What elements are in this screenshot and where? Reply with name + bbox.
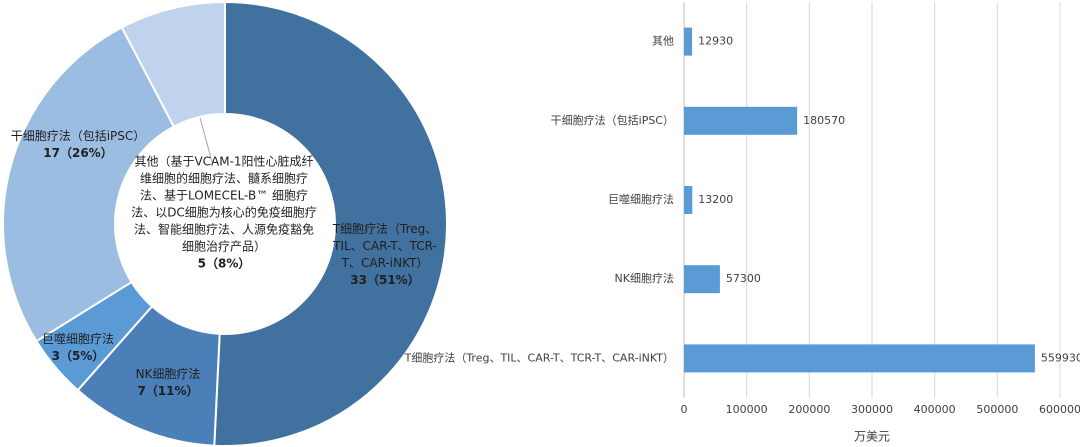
slice-category: 其他（基于VCAM-1阳性心脏成纤维细胞的细胞疗法、髓系细胞疗法、基于LOMEC…: [131, 154, 317, 254]
x-tick-label: 0: [681, 403, 688, 416]
slice-category: 干细胞疗法（包括iPSC）: [10, 129, 146, 143]
slice-value: 33（51%）: [350, 273, 420, 287]
x-tick-label: 400000: [914, 403, 956, 416]
slice-label: 其他（基于VCAM-1阳性心脏成纤维细胞的细胞疗法、髓系细胞疗法、基于LOMEC…: [129, 154, 319, 273]
y-tick-label: T细胞疗法（Treg、TIL、CAR-T、TCR-T、CAR-iNKT）: [404, 350, 674, 364]
bar: [684, 344, 1035, 373]
slice-label: 巨噬细胞疗法 3（5%）: [33, 331, 123, 365]
donut-slice: [213, 0, 448, 447]
x-tick-label: 200000: [788, 403, 830, 416]
bar-value-label: 57300: [726, 272, 761, 285]
bar: [684, 186, 693, 214]
bar: [684, 265, 720, 294]
y-tick-label: 巨噬细胞疗法: [608, 192, 674, 206]
y-tick-label: 其他: [652, 35, 674, 48]
donut-slice: [2, 26, 176, 343]
slice-label: 干细胞疗法（包括iPSC） 17（26%）: [8, 128, 148, 162]
slice-category: T细胞疗法（Treg、TIL、CAR-T、TCR-T、CAR-iNKT）: [332, 222, 438, 270]
x-axis-title: 万美元: [854, 430, 890, 444]
x-tick-label: 500000: [976, 403, 1018, 416]
bar-value-label: 180570: [803, 114, 845, 127]
slice-label: T细胞疗法（Treg、TIL、CAR-T、TCR-T、CAR-iNKT） 33（5…: [325, 221, 445, 289]
y-tick-label: NK细胞疗法: [615, 271, 674, 285]
x-tick-label: 300000: [851, 403, 893, 416]
slice-value: 17（26%）: [43, 146, 113, 160]
slice-category: NK细胞疗法: [135, 367, 201, 381]
bar: [684, 27, 693, 56]
x-tick-label: 100000: [726, 403, 768, 416]
slice-value: 5（8%）: [197, 256, 251, 271]
slice-category: 巨噬细胞疗法: [41, 332, 114, 346]
y-tick-label: 干细胞疗法（包括iPSC）: [551, 113, 674, 127]
bar: [684, 106, 798, 135]
slice-value: 7（11%）: [137, 384, 199, 398]
x-tick-label: 600000: [1039, 403, 1080, 416]
donut-slice: [120, 0, 226, 128]
bar-value-label: 12930: [698, 35, 733, 48]
slice-value: 3（5%）: [51, 349, 105, 363]
bar-value-label: 13200: [698, 193, 733, 206]
slice-label: NK细胞疗法 7（11%）: [123, 366, 213, 400]
bar-value-label: 559930: [1041, 351, 1080, 364]
